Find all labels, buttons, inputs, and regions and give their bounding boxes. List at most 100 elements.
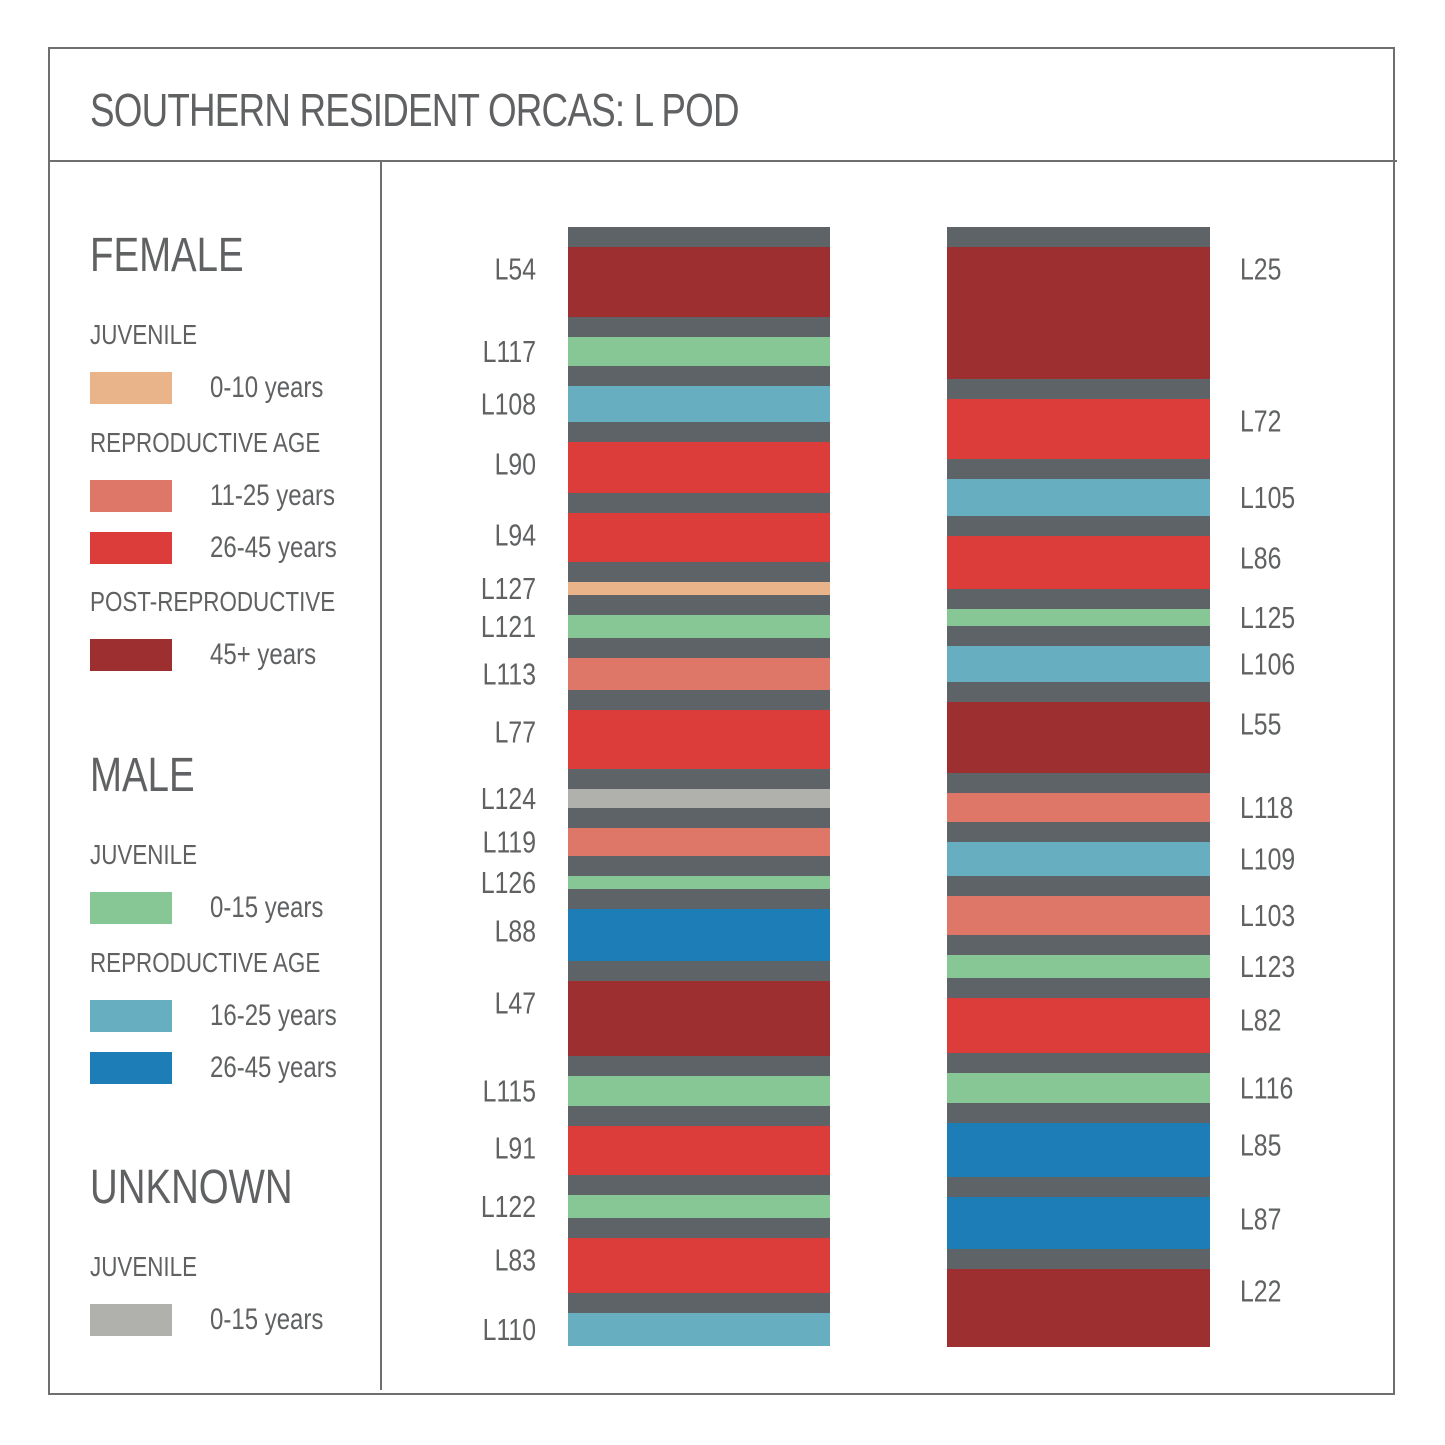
orca-label-l25: L25 [1240,252,1281,286]
separator-bar [568,808,830,828]
orca-label-l125: L125 [1240,600,1295,634]
orca-segment-l90 [568,442,830,493]
separator-bar [947,1103,1210,1123]
separator-bar [947,516,1210,536]
orca-label-l72: L72 [1240,404,1281,438]
orca-label-l87: L87 [1240,1202,1281,1236]
separator-bar [568,317,830,337]
orca-label-group: L72 [1240,404,1281,438]
separator-bar [568,562,830,582]
separator-bar [947,822,1210,842]
orca-segment-l25 [947,247,1210,379]
separator-bar [568,1218,830,1238]
orca-label-l82: L82 [1240,1003,1281,1037]
separator-bar [947,459,1210,479]
orca-segment-l103 [947,896,1210,935]
legend-swatch-female-repro-26-45 [90,532,172,564]
orca-label-group: L77 [495,715,536,749]
orca-label-l77: L77 [495,715,536,749]
orca-label-group: L103 [1240,898,1295,932]
orca-label-l110: L110 [483,1312,536,1346]
orca-label-group: L127 [481,571,536,605]
orca-segment-l127 [568,582,830,595]
separator-bar [947,227,1210,247]
orca-label-group: L117 [483,334,536,368]
orca-label-group: L55 [1240,707,1281,741]
orca-segment-l54 [568,247,830,317]
separator-bar [568,1293,830,1313]
orca-label-group: L88 [495,914,536,948]
separator-bar [568,961,830,981]
orca-label-group: L113 [483,657,536,691]
separator-bar [947,626,1210,646]
separator-bar [568,1106,830,1126]
orca-segment-l83 [568,1238,830,1293]
legend-male-juvenile-range: 0-15 years [210,891,324,924]
orca-label-group: L126 [481,865,536,899]
legend-divider [380,162,382,1390]
orca-label-l109: L109 [1240,842,1295,876]
legend-swatch-male-repro-26-45 [90,1052,172,1084]
orca-label-l91: L91 [495,1131,536,1165]
orca-label-l85: L85 [1240,1128,1281,1162]
orca-label-l105: L105 [1240,480,1295,514]
orca-label-l106: L106 [1240,647,1295,681]
separator-bar [568,595,830,615]
legend-female-repro-range-2: 26-45 years [210,531,337,564]
legend-swatch-male-juvenile [90,892,172,924]
orca-label-group: L25 [1240,252,1281,286]
orca-segment-l117 [568,337,830,366]
legend-female-post-label: POST-REPRODUCTIVE [90,586,336,617]
page-title: SOUTHERN RESIDENT ORCAS: L POD [90,84,740,136]
legend-unknown-juvenile-label: JUVENILE [90,1251,198,1282]
orca-label-group: L87 [1240,1202,1281,1236]
separator-bar [568,1175,830,1195]
legend-swatch-female-repro-11-25 [90,480,172,512]
separator-bar [568,690,830,710]
orca-label-l121: L121 [481,609,536,643]
legend-swatch-female-juvenile [90,372,172,404]
legend-unknown-heading: UNKNOWN [90,1161,293,1214]
separator-bar [947,682,1210,702]
orca-label-group: L82 [1240,1003,1281,1037]
orca-segment-l124 [568,789,830,808]
orca-label-l122: L122 [481,1189,536,1223]
separator-bar [947,978,1210,998]
orca-label-group: L86 [1240,541,1281,575]
separator-bar [947,379,1210,399]
separator-bar [568,856,830,876]
separator-bar [568,366,830,386]
orca-segment-l85 [947,1123,1210,1177]
legend-swatch-unknown-juvenile [90,1304,172,1336]
legend-female-juvenile-label: JUVENILE [90,319,198,350]
orca-segment-l22 [947,1269,1210,1347]
separator-bar [568,769,830,789]
orca-label-l118: L118 [1240,790,1293,824]
orca-segment-l94 [568,513,830,562]
separator-bar [568,1056,830,1076]
orca-label-l22: L22 [1240,1274,1281,1308]
legend-male-juvenile-label: JUVENILE [90,839,198,870]
orca-segment-l116 [947,1073,1210,1103]
orca-segment-l121 [568,615,830,638]
orca-segment-l88 [568,909,830,961]
legend-female-heading: FEMALE [90,229,244,282]
orca-label-l103: L103 [1240,898,1295,932]
orca-segment-l105 [947,479,1210,516]
separator-bar [947,1249,1210,1269]
orca-label-group: L115 [483,1074,536,1108]
orca-label-group: L109 [1240,842,1295,876]
orca-label-l94: L94 [495,518,536,552]
separator-bar [568,493,830,513]
legend-male-repro-range-1: 16-25 years [210,999,337,1032]
orca-label-l124: L124 [481,781,536,815]
orca-label-group: L47 [495,986,536,1020]
chart-frame [48,47,1395,1395]
orca-label-group: L116 [1240,1071,1293,1105]
orca-label-group: L121 [481,609,536,643]
orca-label-group: L22 [1240,1274,1281,1308]
legend-swatch-male-repro-16-25 [90,1000,172,1032]
orca-segment-l106 [947,646,1210,682]
orca-label-l54: L54 [495,252,536,286]
orca-label-group: L105 [1240,480,1295,514]
